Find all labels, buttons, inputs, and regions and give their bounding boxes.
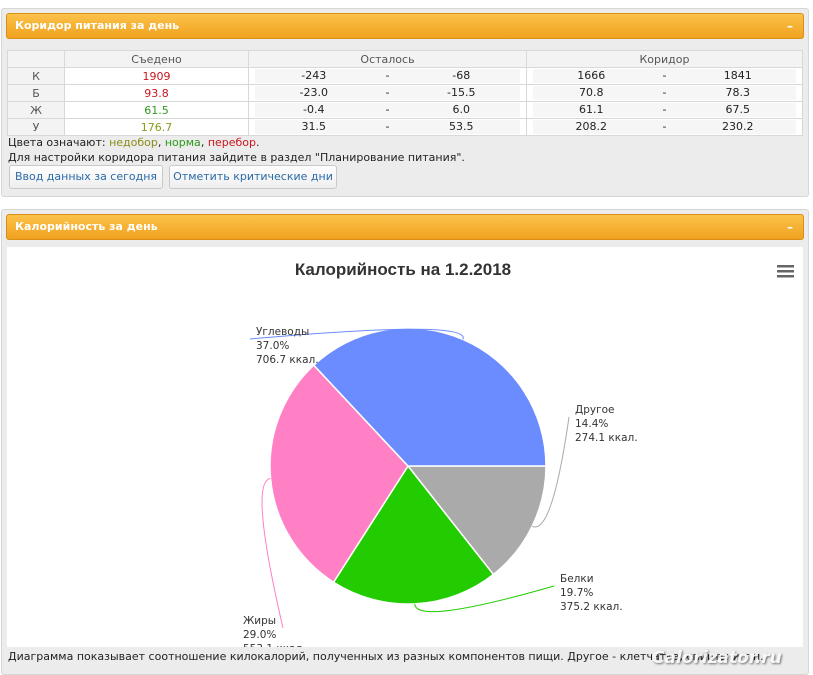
slice-kcal-label: 274.1 ккал. bbox=[575, 432, 638, 444]
range-dash: - bbox=[662, 103, 667, 116]
left-from: -23.0 bbox=[299, 86, 328, 99]
connector-line-1 bbox=[531, 416, 570, 528]
legend-sep: , bbox=[157, 136, 165, 149]
range-dash: - bbox=[662, 69, 667, 82]
pie-slice-1[interactable] bbox=[406, 465, 547, 576]
range-dash: - bbox=[662, 86, 667, 99]
pie-chart-svg: Калорийность на 1.2.2018 Другое 14.4% 274.… bbox=[243, 260, 794, 647]
slice-percent-label: 37.0% bbox=[256, 340, 289, 352]
mark-critical-days-button[interactable]: Отметить критические дни bbox=[169, 165, 337, 189]
table-row: Б 93.8 -23.0 - -15.5 70.8 - 78.3 bbox=[7, 84, 803, 102]
eaten-value: 1909 bbox=[64, 67, 249, 85]
row-label: Ж bbox=[7, 101, 65, 119]
connector-line-2 bbox=[414, 585, 555, 613]
table-row: К 1909 -243 - -68 1666 - 1841 bbox=[7, 67, 803, 85]
collapse-icon[interactable]: – bbox=[787, 19, 793, 33]
legend-over: перебор bbox=[207, 136, 257, 149]
range-dash: - bbox=[385, 103, 390, 116]
slice-percent-label: 19.7% bbox=[560, 587, 593, 599]
corridor-panel-title: Коридор питания за день bbox=[15, 19, 180, 32]
range-dash: - bbox=[385, 120, 390, 133]
eaten-value: 61.5 bbox=[64, 101, 249, 119]
calories-panel: Калорийность за день – Калорийность на 1… bbox=[1, 209, 809, 675]
corridor-to: 230.2 bbox=[722, 120, 754, 133]
chart-title: Калорийность на 1.2.2018 bbox=[295, 260, 511, 279]
corridor-to: 67.5 bbox=[725, 103, 751, 116]
corridor-from: 70.8 bbox=[579, 86, 604, 99]
corridor-from: 1666 bbox=[577, 69, 606, 82]
connector-line-4 bbox=[249, 328, 464, 340]
legend-norm: норма bbox=[164, 136, 201, 149]
pie-slice-4[interactable] bbox=[312, 327, 547, 467]
legend-sep: , bbox=[200, 136, 208, 149]
slice-name-label: Другое bbox=[575, 404, 614, 416]
left-from: 31.5 bbox=[301, 120, 327, 133]
collapse-icon[interactable]: – bbox=[787, 220, 793, 234]
row-label: Б bbox=[7, 84, 65, 102]
slice-kcal-label: 375.2 ккал. bbox=[560, 601, 623, 613]
col-header-eaten: Съедено bbox=[64, 50, 249, 68]
col-header-corridor: Коридор bbox=[526, 50, 803, 68]
slice-percent-label: 14.4% bbox=[575, 418, 608, 430]
corridor-table: Съедено Осталось Коридор К 1909 -243 - -68… bbox=[7, 50, 803, 136]
left-to: -15.5 bbox=[447, 86, 476, 99]
legend-under: недобор bbox=[109, 136, 158, 149]
col-header-left: Осталось bbox=[248, 50, 527, 68]
nutrition-corridor-panel: Коридор питания за день – Съедено Остало… bbox=[1, 8, 809, 197]
slice-name-label: Жиры bbox=[243, 615, 276, 627]
corridor-header-row: Съедено Осталось Коридор bbox=[7, 50, 803, 68]
range-dash: - bbox=[662, 120, 667, 133]
row-label: У bbox=[7, 118, 65, 136]
range-dash: - bbox=[385, 86, 390, 99]
left-from: -0.4 bbox=[303, 103, 325, 116]
corridor-panel-header[interactable]: Коридор питания за день – bbox=[6, 13, 804, 39]
chart-footnote: Диаграмма показывает соотношение килокал… bbox=[8, 650, 764, 663]
eaten-value: 93.8 bbox=[64, 84, 249, 102]
slice-kcal-label: 553.1 ккал. bbox=[243, 643, 306, 647]
corridor-to: 78.3 bbox=[725, 86, 751, 99]
pie-chart: Калорийность на 1.2.2018 Другое 14.4% 274.… bbox=[7, 247, 803, 647]
calories-panel-header[interactable]: Калорийность за день – bbox=[6, 214, 804, 240]
eaten-value: 176.7 bbox=[64, 118, 249, 136]
legend-end: . bbox=[256, 136, 260, 149]
table-row: У 176.7 31.5 - 53.5 208.2 - 230.2 bbox=[7, 118, 803, 136]
corner-cell bbox=[7, 50, 65, 68]
legend-prefix: Цвета означают: bbox=[8, 136, 110, 149]
watermark: Calorizator.ru bbox=[652, 648, 782, 668]
slice-percent-label: 29.0% bbox=[243, 629, 276, 641]
connector-line-3 bbox=[261, 478, 284, 629]
left-to: -68 bbox=[452, 69, 471, 82]
corridor-hint: Для настройки коридора питания зайдите в… bbox=[8, 151, 465, 164]
corridor-from: 61.1 bbox=[579, 103, 604, 116]
table-row: Ж 61.5 -0.4 - 6.0 61.1 - 67.5 bbox=[7, 101, 803, 119]
row-label: К bbox=[7, 67, 65, 85]
corridor-from: 208.2 bbox=[575, 120, 608, 133]
slice-name-label: Углеводы bbox=[256, 326, 309, 338]
corridor-to: 1841 bbox=[723, 69, 752, 82]
calories-panel-title: Калорийность за день bbox=[15, 220, 158, 233]
slice-name-label: Белки bbox=[560, 573, 594, 585]
range-dash: - bbox=[385, 69, 390, 82]
enter-today-data-button[interactable]: Ввод данных за сегодня bbox=[9, 165, 163, 189]
slice-kcal-label: 706.7 ккал. bbox=[256, 354, 319, 366]
color-legend: Цвета означают: недобор, норма, перебор. bbox=[8, 136, 260, 149]
hamburger-menu-icon[interactable] bbox=[777, 265, 794, 278]
left-to: 53.5 bbox=[449, 120, 474, 133]
left-to: 6.0 bbox=[452, 103, 471, 116]
left-from: -243 bbox=[301, 69, 327, 82]
